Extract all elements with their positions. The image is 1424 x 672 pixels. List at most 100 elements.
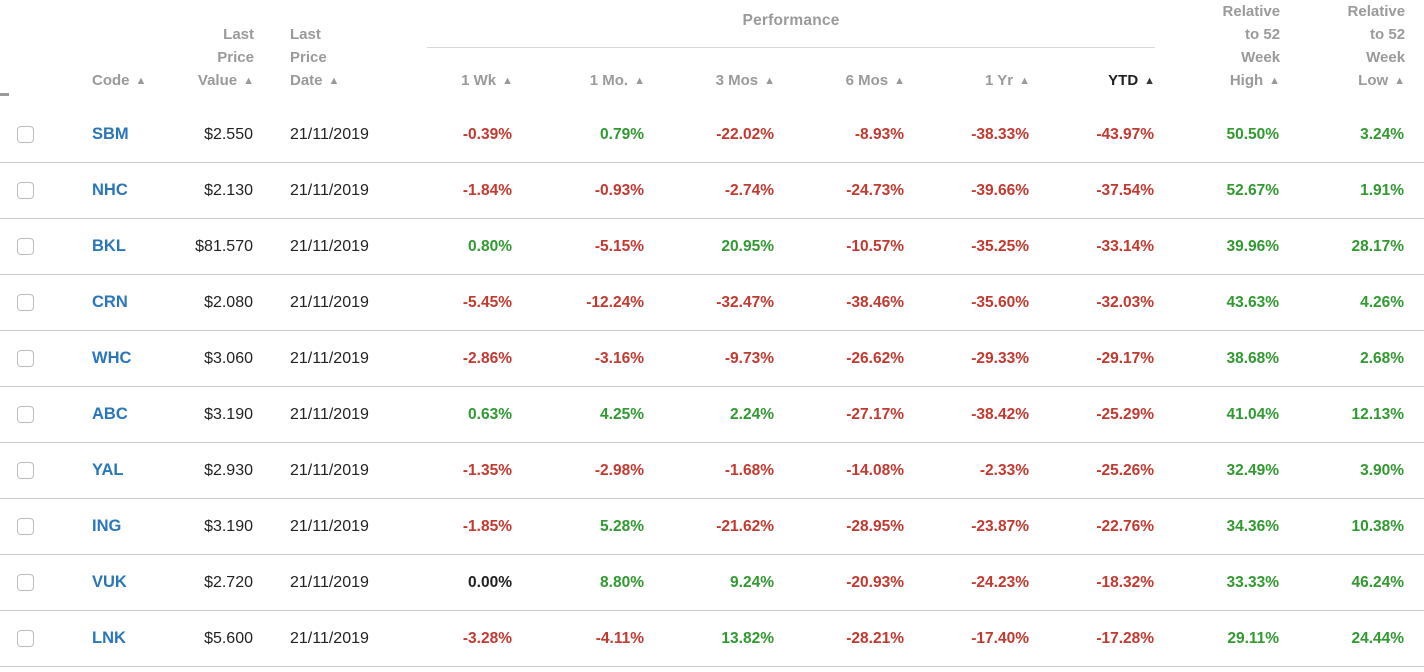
last-price-value-cell: $3.060 bbox=[114, 330, 254, 387]
last-price-date-cell: 21/11/2019 bbox=[254, 274, 404, 331]
row-select-checkbox[interactable] bbox=[17, 293, 34, 311]
rel-52wk-low-cell: 10.38% bbox=[1280, 498, 1406, 555]
column-label: Code bbox=[92, 72, 130, 89]
row-select-checkbox[interactable] bbox=[17, 629, 34, 647]
last-price-date-cell: 21/11/2019 bbox=[254, 330, 404, 387]
last-price-date-cell: 21/11/2019 bbox=[254, 386, 404, 443]
row-code-link[interactable]: SBM bbox=[92, 125, 129, 143]
row-code-link[interactable]: ING bbox=[92, 517, 122, 535]
perf-value-cell: -3.16% bbox=[513, 330, 645, 387]
table-row: CRN $2.080 21/11/2019 -5.45% -12.24% -32… bbox=[0, 274, 1424, 331]
column-header-last-price-value[interactable]: Last Price Value ▲ bbox=[114, 0, 254, 107]
perf-value-cell: 8.80% bbox=[513, 554, 645, 611]
row-code-link[interactable]: LNK bbox=[92, 629, 126, 647]
perf-value-cell: -1.85% bbox=[404, 498, 513, 555]
perf-value-cell: 2.24% bbox=[645, 386, 775, 443]
last-price-value-cell: $2.080 bbox=[114, 274, 254, 331]
perf-value-cell: -39.66% bbox=[905, 162, 1030, 219]
spacer-cell bbox=[1405, 386, 1424, 443]
perf-value-cell: -0.39% bbox=[404, 107, 513, 163]
code-cell: WHC bbox=[44, 330, 131, 387]
row-code-link[interactable]: NHC bbox=[92, 181, 128, 199]
rel-52wk-high-cell: 43.63% bbox=[1155, 274, 1281, 331]
column-header-1mo[interactable]: 1 Mo. ▲ bbox=[513, 48, 645, 107]
perf-value-cell: -38.46% bbox=[775, 274, 905, 331]
rel-52wk-high-cell: 41.04% bbox=[1155, 386, 1281, 443]
row-select-checkbox[interactable] bbox=[17, 349, 34, 367]
row-select-checkbox[interactable] bbox=[17, 517, 34, 535]
last-price-value-cell: $2.130 bbox=[114, 162, 254, 219]
perf-value-cell: 20.95% bbox=[645, 218, 775, 275]
row-select-cell bbox=[0, 107, 44, 163]
column-label: 1 Yr bbox=[985, 72, 1014, 89]
perf-value-cell: -26.62% bbox=[775, 330, 905, 387]
column-header-ytd[interactable]: YTD ▲ bbox=[1030, 48, 1155, 107]
row-code-link[interactable]: BKL bbox=[92, 237, 126, 255]
row-code-link[interactable]: CRN bbox=[92, 293, 128, 311]
code-cell: CRN bbox=[44, 274, 128, 331]
perf-value-cell: -2.86% bbox=[404, 330, 513, 387]
row-select-cell bbox=[0, 330, 44, 387]
spacer-header-cell bbox=[1405, 0, 1424, 107]
column-header-relative-52wk-high[interactable]: Relative to 52 Week High ▲ bbox=[1155, 0, 1281, 107]
perf-value-cell: -38.33% bbox=[905, 107, 1030, 163]
column-header-relative-52wk-low[interactable]: Relative to 52 Week Low ▲ bbox=[1280, 0, 1406, 107]
spacer-cell bbox=[1405, 498, 1424, 555]
column-header-1wk[interactable]: 1 Wk ▲ bbox=[404, 48, 513, 107]
column-header-last-price-date[interactable]: Last Price Date ▲ bbox=[254, 0, 404, 107]
rel-52wk-low-cell: 28.17% bbox=[1280, 218, 1406, 275]
table-body: SBM $2.550 21/11/2019 -0.39% 0.79% -22.0… bbox=[0, 107, 1424, 667]
perf-value-cell: -2.74% bbox=[645, 162, 775, 219]
perf-value-cell: -18.32% bbox=[1030, 554, 1156, 611]
row-select-cell bbox=[0, 274, 44, 331]
perf-value-cell: -0.93% bbox=[513, 162, 645, 219]
column-header-1yr[interactable]: 1 Yr ▲ bbox=[905, 48, 1030, 107]
perf-value-cell: 0.63% bbox=[404, 386, 513, 443]
row-code-link[interactable]: ABC bbox=[92, 405, 128, 423]
perf-value-cell: -24.73% bbox=[775, 162, 905, 219]
perf-value-cell: -25.26% bbox=[1030, 442, 1156, 499]
sort-asc-icon: ▲ bbox=[135, 75, 147, 87]
column-header-code[interactable]: Code ▲ bbox=[44, 0, 146, 107]
perf-value-cell: -37.54% bbox=[1030, 162, 1156, 219]
perf-value-cell: -1.35% bbox=[404, 442, 513, 499]
spacer-cell bbox=[1405, 610, 1424, 667]
code-cell: SBM bbox=[44, 107, 129, 163]
column-label: 1 Mo. bbox=[589, 72, 629, 89]
row-code-link[interactable]: YAL bbox=[92, 461, 124, 479]
column-header-3mos[interactable]: 3 Mos ▲ bbox=[645, 48, 775, 107]
row-code-link[interactable]: VUK bbox=[92, 573, 127, 591]
rel-52wk-high-cell: 29.11% bbox=[1155, 610, 1281, 667]
sort-asc-icon: ▲ bbox=[1144, 75, 1156, 87]
perf-value-cell: -17.28% bbox=[1030, 610, 1156, 667]
column-label: 3 Mos bbox=[715, 72, 759, 89]
row-select-checkbox[interactable] bbox=[17, 237, 34, 255]
rel-52wk-low-cell: 24.44% bbox=[1280, 610, 1406, 667]
row-select-cell bbox=[0, 218, 44, 275]
code-cell: ING bbox=[44, 498, 121, 555]
column-label: Last Price Value bbox=[197, 26, 254, 89]
column-label: Relative to 52 Week Low bbox=[1347, 3, 1406, 89]
perf-value-cell: -38.42% bbox=[905, 386, 1030, 443]
perf-value-cell: -1.68% bbox=[645, 442, 775, 499]
sort-asc-icon: ▲ bbox=[1394, 75, 1406, 87]
sort-asc-icon: ▲ bbox=[502, 75, 513, 87]
spacer-cell bbox=[1405, 330, 1424, 387]
row-select-checkbox[interactable] bbox=[17, 405, 34, 423]
sort-asc-icon: ▲ bbox=[634, 75, 645, 87]
perf-value-cell: -5.15% bbox=[513, 218, 645, 275]
perf-value-cell: -17.40% bbox=[905, 610, 1030, 667]
row-select-cell bbox=[0, 554, 44, 611]
row-select-checkbox[interactable] bbox=[17, 125, 34, 143]
table-row: ING $3.190 21/11/2019 -1.85% 5.28% -21.6… bbox=[0, 498, 1424, 555]
sort-asc-icon: ▲ bbox=[328, 75, 340, 87]
row-select-checkbox[interactable] bbox=[17, 181, 34, 199]
column-header-6mos[interactable]: 6 Mos ▲ bbox=[775, 48, 905, 107]
last-price-value-cell: $2.720 bbox=[114, 554, 254, 611]
row-select-checkbox[interactable] bbox=[17, 573, 34, 591]
row-code-link[interactable]: WHC bbox=[92, 349, 132, 367]
row-select-checkbox[interactable] bbox=[17, 461, 34, 479]
perf-value-cell: 0.79% bbox=[513, 107, 645, 163]
rel-52wk-low-cell: 3.90% bbox=[1280, 442, 1406, 499]
perf-value-cell: -43.97% bbox=[1030, 107, 1156, 163]
